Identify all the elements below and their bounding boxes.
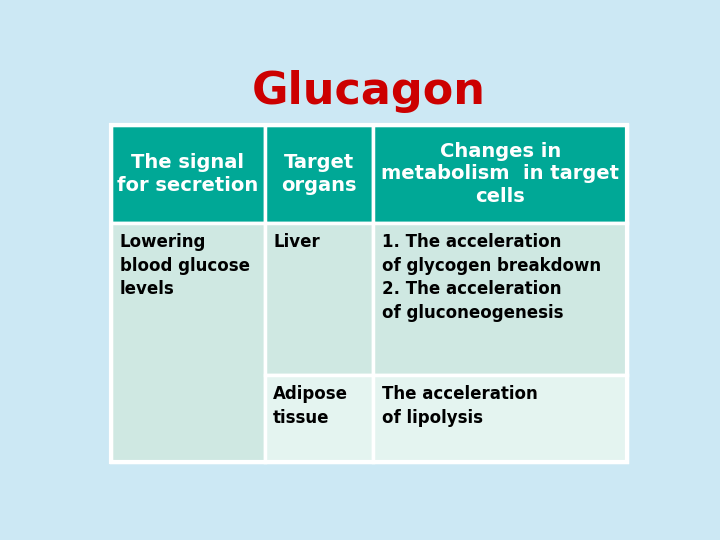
FancyBboxPatch shape	[111, 223, 265, 462]
FancyBboxPatch shape	[265, 375, 374, 462]
FancyBboxPatch shape	[374, 125, 627, 223]
FancyBboxPatch shape	[111, 125, 265, 223]
FancyBboxPatch shape	[265, 125, 374, 223]
Text: Target
organs: Target organs	[282, 153, 357, 195]
Text: Glucagon: Glucagon	[252, 70, 486, 113]
FancyBboxPatch shape	[265, 223, 374, 375]
Text: The acceleration
of lipolysis: The acceleration of lipolysis	[382, 385, 538, 427]
FancyBboxPatch shape	[374, 375, 627, 462]
Text: Lowering
blood glucose
levels: Lowering blood glucose levels	[120, 233, 250, 299]
Text: The signal
for secretion: The signal for secretion	[117, 153, 258, 195]
FancyBboxPatch shape	[374, 223, 627, 375]
Text: Adipose
tissue: Adipose tissue	[273, 385, 348, 427]
Text: Liver: Liver	[273, 233, 320, 251]
Text: 1. The acceleration
of glycogen breakdown
2. The acceleration
of gluconeogenesis: 1. The acceleration of glycogen breakdow…	[382, 233, 601, 322]
Text: Changes in
metabolism  in target
cells: Changes in metabolism in target cells	[382, 141, 619, 206]
